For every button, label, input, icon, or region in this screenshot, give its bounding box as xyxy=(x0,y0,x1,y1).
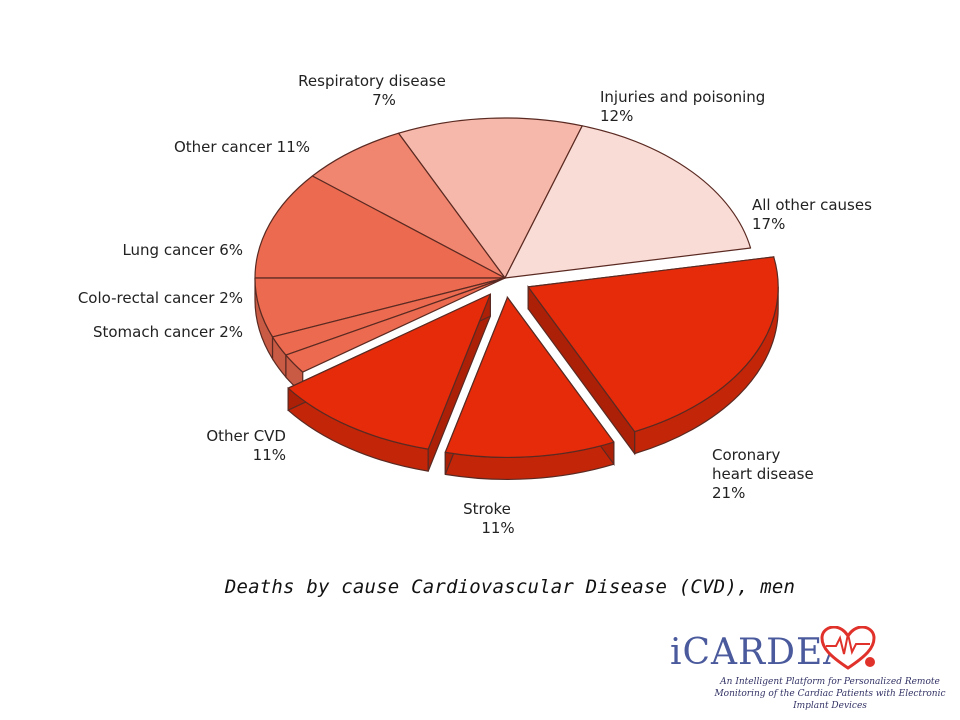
logo-tagline-1: An Intelligent Platform for Personalized… xyxy=(720,677,940,687)
pie-slice-other-cvd xyxy=(287,293,491,472)
label-injuries-line2: 12% xyxy=(600,107,634,125)
label-respiratory-line1: Respiratory disease xyxy=(298,72,446,90)
label-chd-line2: heart disease xyxy=(712,465,814,483)
label-chd-line3: 21% xyxy=(712,484,746,502)
pie-slice-other-cancer xyxy=(254,175,506,279)
label-stroke-line2: 11% xyxy=(481,519,515,537)
label-stroke: Stroke 11% xyxy=(432,500,542,538)
icardea-logo: iCARDEA An Intelligent Platform for Pers… xyxy=(660,626,950,716)
label-injuries-poisoning: Injuries and poisoning 12% xyxy=(600,88,765,126)
label-injuries-line1: Injuries and poisoning xyxy=(600,88,766,106)
pie-slice-top-other-cvd xyxy=(287,293,491,450)
pie-slice-coronary-heart-disease xyxy=(527,256,779,456)
pie-slice-top-all-other-causes xyxy=(504,125,752,279)
pie-slice-top-respiratory-disease xyxy=(311,132,506,279)
logo-tagline: An Intelligent Platform for Personalized… xyxy=(710,676,950,712)
label-all-other-line2: 17% xyxy=(752,215,786,233)
logo-wordmark: iCARDEA xyxy=(670,632,851,673)
logo-tagline-2: Monitoring of the Cardiac Patients with … xyxy=(714,689,946,699)
label-other-cvd: Other CVD 11% xyxy=(170,427,286,465)
pie-slice-top-injuries-and-poisoning xyxy=(397,117,583,279)
pie-slice-top-stomach-cancer xyxy=(285,277,506,373)
label-respiratory-line2: 7% xyxy=(372,91,396,109)
pie-slice-top-stroke xyxy=(444,296,615,459)
pie-slice-all-other-causes xyxy=(504,125,752,279)
label-stomach-cancer: Stomach cancer 2% xyxy=(92,323,243,341)
label-colorectal-cancer: Colo-rectal cancer 2% xyxy=(77,289,243,307)
label-stroke-line1: Stroke xyxy=(463,500,511,518)
pie-slice-top-other-cancer xyxy=(254,175,506,279)
label-coronary-heart-disease: Coronary heart disease 21% xyxy=(712,446,814,503)
label-other-cvd-line1: Other CVD xyxy=(206,427,286,445)
pie-slice-stroke xyxy=(444,295,615,481)
label-chd-line1: Coronary xyxy=(712,446,781,464)
pie-slice-colo-rectal-cancer xyxy=(271,277,506,379)
label-all-other-line1: All other causes xyxy=(752,196,872,214)
chart-caption: Deaths by cause Cardiovascular Disease (… xyxy=(224,576,796,598)
label-other-cancer: Other cancer 11% xyxy=(173,138,310,156)
pie-slice-injuries-and-poisoning xyxy=(397,117,583,279)
label-all-other-causes: All other causes 17% xyxy=(752,196,872,234)
heart-icon xyxy=(820,626,876,670)
pie-slice-top-coronary-heart-disease xyxy=(527,256,779,433)
label-other-cvd-line2: 11% xyxy=(252,446,286,464)
pie-slice-respiratory-disease xyxy=(311,132,506,279)
logo-tagline-3: Implant Devices xyxy=(793,701,867,711)
label-lung-cancer: Lung cancer 6% xyxy=(122,241,243,259)
label-respiratory-disease: Respiratory disease 7% xyxy=(284,72,460,110)
